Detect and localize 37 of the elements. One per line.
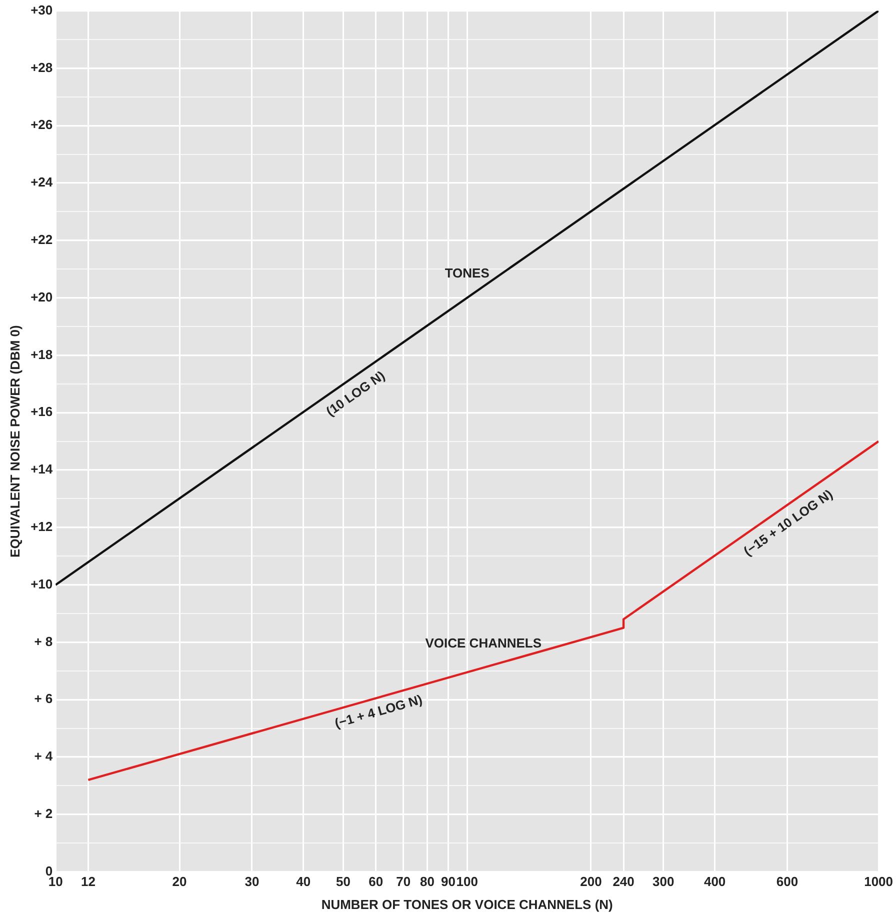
x-tick-label: 30 bbox=[244, 874, 260, 890]
y-tick-label: +24 bbox=[30, 174, 54, 190]
series-label: TONES bbox=[444, 265, 490, 280]
x-tick-label: 80 bbox=[420, 874, 434, 890]
y-tick-label: + 2 bbox=[34, 806, 53, 821]
x-axis-title: NUMBER OF TONES OR VOICE CHANNELS (N) bbox=[321, 896, 613, 912]
y-tick-label: + 4 bbox=[34, 748, 54, 764]
x-tick-label: 300 bbox=[652, 874, 674, 890]
y-tick-label: +14 bbox=[30, 462, 54, 477]
annotation: (10 LOG N) bbox=[323, 368, 388, 419]
series-label: VOICE CHANNELS bbox=[425, 635, 542, 650]
y-tick-label: + 8 bbox=[34, 634, 53, 649]
x-tick-label: 12 bbox=[80, 874, 96, 890]
y-tick-label: +18 bbox=[30, 346, 53, 362]
y-tick-label: +30 bbox=[30, 2, 53, 18]
y-tick-label: +10 bbox=[30, 576, 53, 592]
y-tick-label: +22 bbox=[30, 232, 53, 247]
x-tick-label: 200 bbox=[580, 874, 602, 890]
x-tick-label: 600 bbox=[776, 874, 798, 890]
y-tick-label: +28 bbox=[30, 60, 53, 75]
x-tick-label: 40 bbox=[296, 874, 311, 890]
x-tick-label: 50 bbox=[336, 874, 350, 890]
y-tick-label: +26 bbox=[30, 117, 53, 132]
x-tick-label: 70 bbox=[396, 874, 411, 890]
y-tick-label: +20 bbox=[30, 289, 53, 304]
x-tick-label: 20 bbox=[172, 874, 187, 890]
y-tick-label: +16 bbox=[30, 404, 53, 420]
x-tick-label: 400 bbox=[704, 874, 726, 890]
x-tick-label: 90 bbox=[441, 874, 456, 890]
x-tick-label: 240 bbox=[612, 874, 634, 890]
y-tick-label: +12 bbox=[30, 518, 53, 534]
y-axis-title: EQUIVALENT NOISE POWER (DBM 0) bbox=[7, 325, 22, 558]
y-tick-label: + 6 bbox=[34, 691, 53, 706]
x-tick-label: 60 bbox=[368, 874, 384, 890]
x-tick-label: 1000 bbox=[864, 874, 893, 890]
x-tick-label: 100 bbox=[456, 874, 478, 890]
annotation: (−1 + 4 LOG N) bbox=[332, 692, 424, 731]
